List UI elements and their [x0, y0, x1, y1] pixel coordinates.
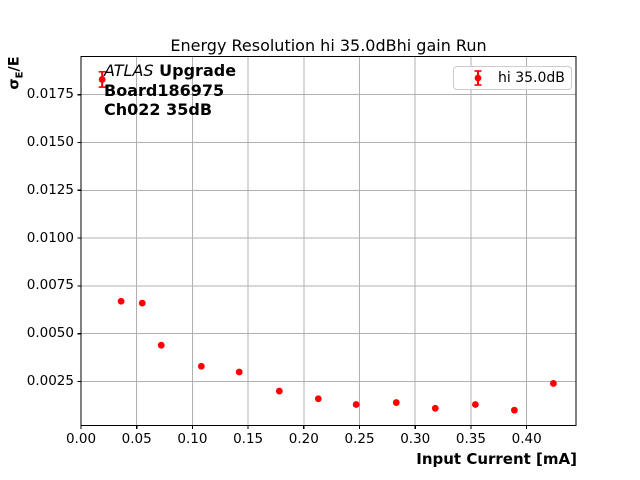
- y-tick-label: 0.0100: [26, 229, 74, 246]
- axes-spines: [80, 55, 577, 427]
- y-axis-label-rest: /E: [6, 56, 23, 72]
- y-axis-label: σE/E: [7, 56, 26, 89]
- y-tick-label: 0.0050: [26, 325, 74, 342]
- data-point: [352, 401, 360, 408]
- annotation-line-3: Ch022 35dB: [104, 100, 213, 119]
- x-tick-label: 0.10: [177, 431, 208, 447]
- x-axis-label: Input Current [mA]: [416, 450, 577, 468]
- annotation-experiment-name: ATLAS: [104, 61, 154, 80]
- data-point: [431, 404, 439, 412]
- data-point: [392, 399, 400, 406]
- annotation-line-2: Board186975: [104, 80, 225, 100]
- x-tick-label: 0.35: [455, 431, 486, 447]
- y-tick-label: 0.0150: [26, 134, 74, 151]
- errorbar-marker-icon: [474, 70, 482, 86]
- data-point: [98, 76, 106, 83]
- data-point: [117, 297, 125, 305]
- x-tick-label: 0.20: [288, 431, 319, 447]
- y-tick-label: 0.0125: [26, 181, 74, 198]
- x-tick-label: 0.05: [121, 431, 152, 447]
- y-tick-label: 0.0075: [26, 277, 74, 294]
- annotation-line-1: ATLAS Upgrade: [104, 61, 236, 81]
- y-tick-label: 0.0025: [26, 373, 74, 390]
- y-tick-label: 0.0175: [26, 86, 74, 103]
- data-point: [235, 368, 243, 376]
- x-tick-label: 0.15: [233, 431, 264, 447]
- data-point: [471, 401, 479, 408]
- data-point: [157, 341, 165, 349]
- x-tick-label: 0.40: [511, 431, 542, 447]
- annotation-text: ATLAS Upgrade Board186975 Ch022 35dB: [104, 61, 236, 120]
- chart-title: Energy Resolution hi 35.0dBhi gain Run: [170, 36, 487, 55]
- x-tick-label: 0.00: [65, 431, 97, 447]
- data-point: [275, 387, 283, 395]
- data-point: [197, 362, 205, 370]
- data-point: [138, 299, 146, 307]
- y-axis-label-subscript: E: [14, 71, 26, 79]
- x-tick-label: 0.25: [344, 431, 375, 447]
- x-tick-label: 0.30: [400, 431, 431, 447]
- data-point: [510, 406, 518, 414]
- data-point: [549, 380, 557, 387]
- legend-label: hi 35.0dB: [498, 70, 565, 86]
- data-point: [314, 395, 322, 403]
- annotation-upgrade: Upgrade: [159, 61, 237, 80]
- legend-box: hi 35.0dB: [453, 66, 572, 90]
